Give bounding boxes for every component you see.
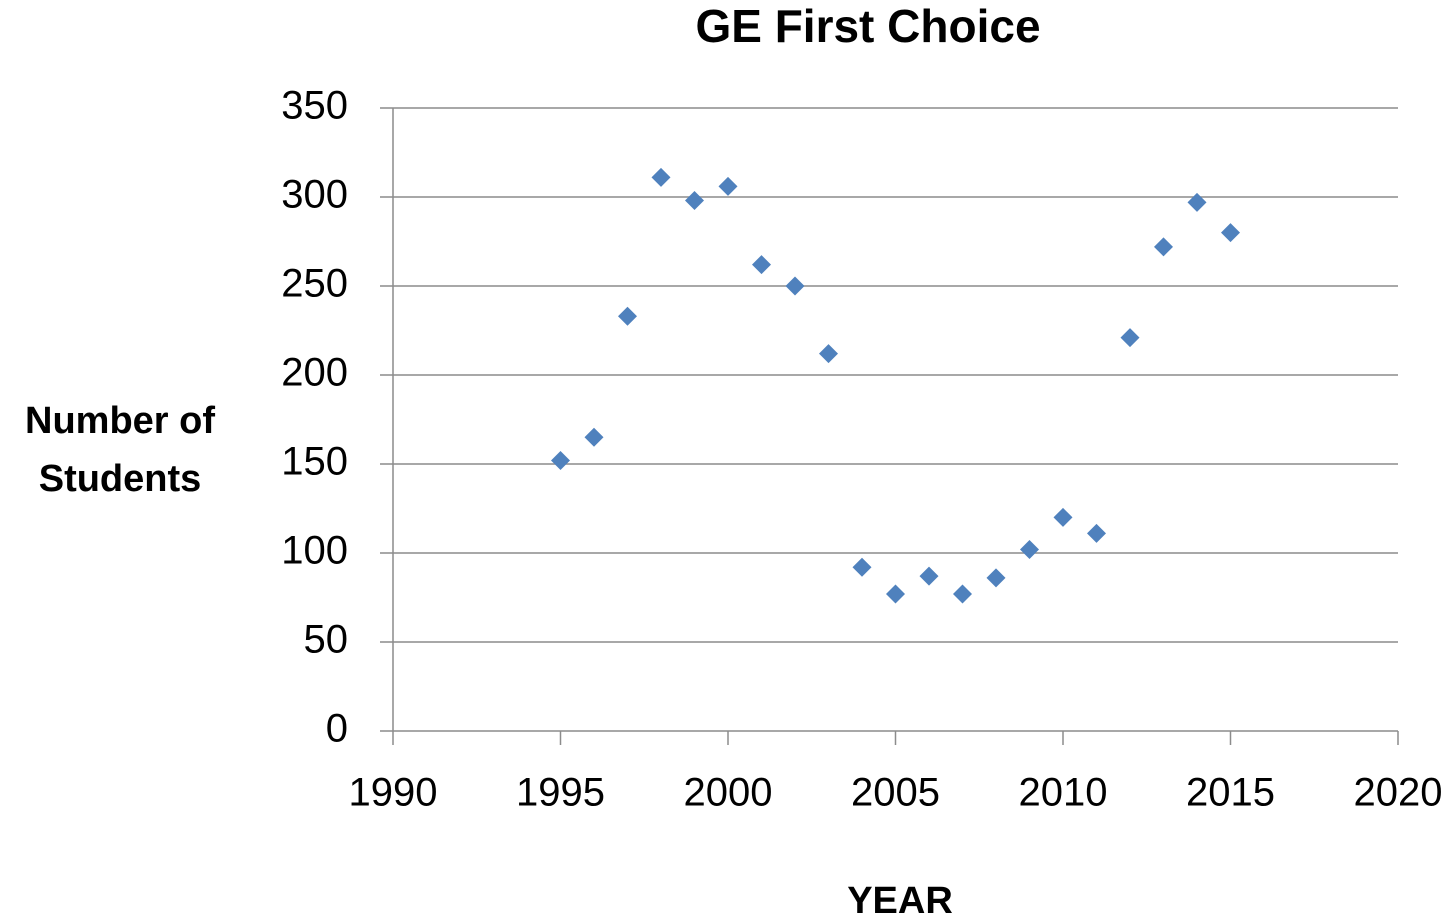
data-point <box>1087 523 1106 543</box>
y-tick-label: 50 <box>304 618 349 662</box>
data-point <box>785 276 805 296</box>
y-tick-label: 200 <box>281 351 348 395</box>
x-axis-title: YEAR <box>847 880 953 922</box>
x-tick-label: 2015 <box>1186 771 1275 815</box>
y-tick-label: 150 <box>281 440 348 484</box>
x-tick-label: 1990 <box>349 771 438 815</box>
data-point <box>551 450 570 470</box>
data-point <box>618 306 637 326</box>
data-point <box>1221 223 1240 243</box>
x-tick-label: 2005 <box>851 771 940 815</box>
y-tick-label: 0 <box>326 707 348 751</box>
data-point <box>919 566 939 586</box>
data-point <box>718 176 738 196</box>
data-point <box>986 568 1006 588</box>
data-point <box>1120 328 1140 348</box>
data-point <box>651 167 671 187</box>
x-tick-label: 2000 <box>684 771 773 815</box>
x-tick-label: 2020 <box>1354 771 1443 815</box>
data-point <box>819 344 838 364</box>
y-tick-label: 100 <box>281 529 348 573</box>
data-point <box>752 255 771 275</box>
y-tick-label: 250 <box>281 262 348 306</box>
x-tick-label: 2010 <box>1019 771 1108 815</box>
data-point <box>1187 192 1207 212</box>
chart-title: GE First Choice <box>695 0 1040 52</box>
y-axis-title: Number of Students <box>25 400 215 500</box>
y-tick-label: 350 <box>281 84 348 128</box>
data-point <box>584 427 604 447</box>
y-tick-label: 300 <box>281 173 348 217</box>
data-point <box>1154 237 1173 257</box>
data-point <box>685 191 704 211</box>
data-point <box>852 557 872 577</box>
data-point <box>886 584 905 604</box>
x-tick-label: 1995 <box>516 771 605 815</box>
data-point <box>1053 507 1073 527</box>
data-point <box>953 584 972 604</box>
data-point <box>1020 539 1039 559</box>
